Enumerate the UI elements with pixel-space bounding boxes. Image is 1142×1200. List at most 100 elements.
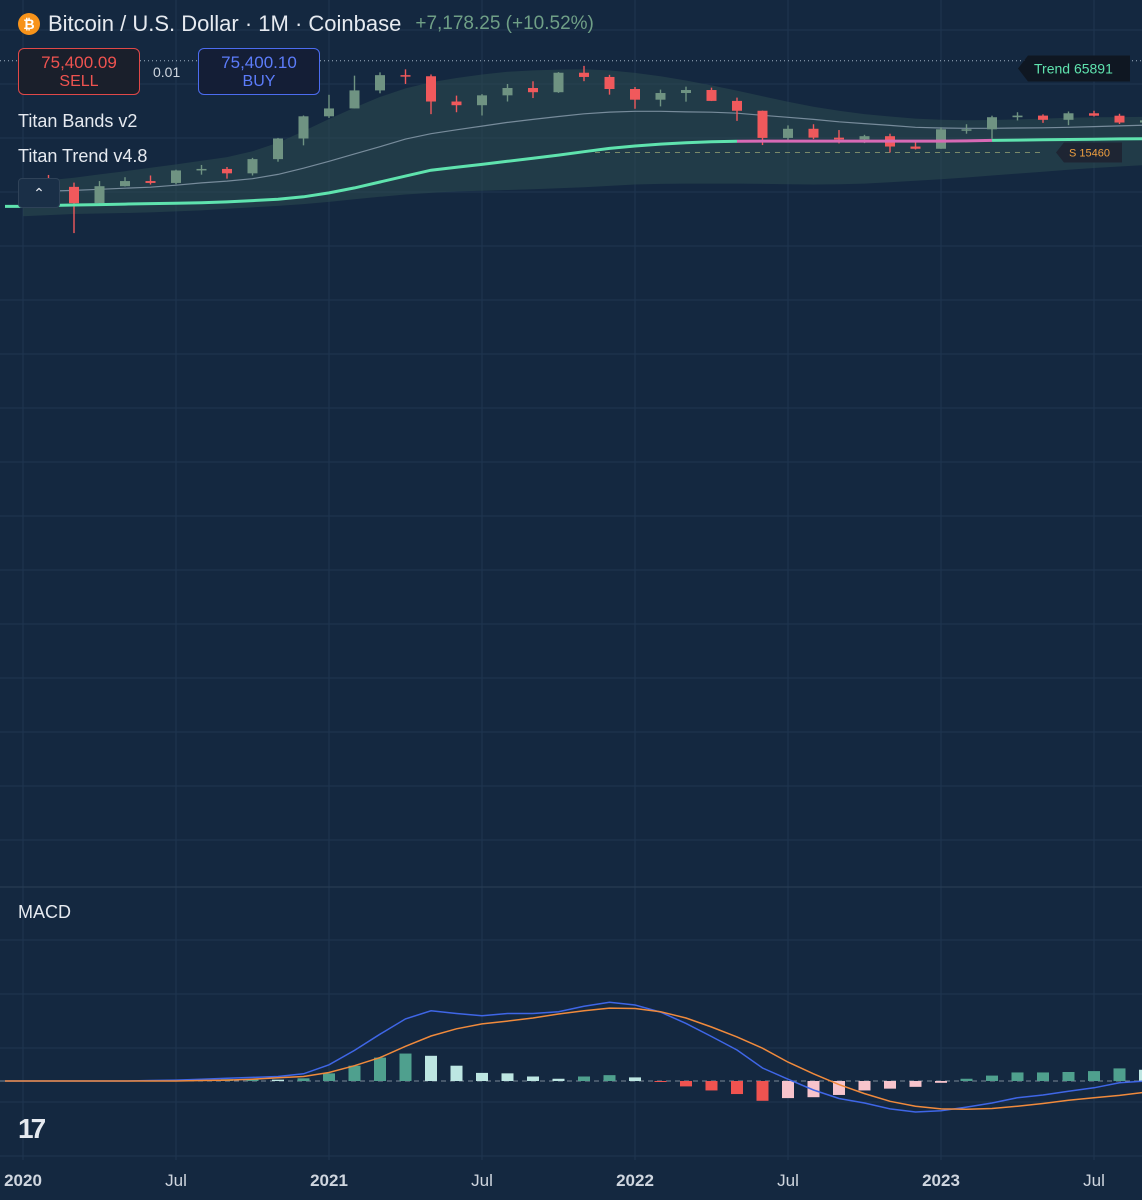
candle-body xyxy=(477,95,487,106)
candle xyxy=(732,97,742,121)
macd-histogram-bar xyxy=(578,1076,590,1081)
macd-histogram-bar xyxy=(272,1079,284,1081)
candle xyxy=(171,169,181,185)
titan-bands-area xyxy=(23,69,1142,217)
macd-histogram-bar xyxy=(1113,1068,1126,1081)
candle xyxy=(222,166,232,179)
macd-histogram-bar xyxy=(833,1081,845,1095)
candle xyxy=(655,89,666,107)
tradingview-logo[interactable]: 17 xyxy=(18,1113,46,1144)
candle xyxy=(69,182,79,234)
candle xyxy=(426,74,436,115)
candle-body xyxy=(604,76,615,89)
candle-body xyxy=(120,181,130,187)
price-change: +7,178.25 (+10.52%) xyxy=(415,13,594,34)
macd-histogram-bar xyxy=(705,1081,718,1091)
macd-histogram-bar xyxy=(909,1081,922,1087)
sell-button[interactable]: 75,400.09 SELL xyxy=(18,48,140,95)
macd-line xyxy=(5,1001,1142,1113)
macd-histogram-bar xyxy=(425,1055,437,1081)
candle xyxy=(502,83,513,102)
candle xyxy=(451,95,462,113)
candle xyxy=(528,81,538,99)
macd-histogram-bar xyxy=(1011,1072,1024,1081)
macd-histogram-bar xyxy=(858,1081,871,1091)
trend-tag-bg xyxy=(1018,55,1130,82)
candle xyxy=(120,177,130,187)
candle-body xyxy=(706,90,717,101)
candle xyxy=(1114,113,1125,125)
macd-histogram-bar xyxy=(450,1065,463,1081)
candle-body xyxy=(273,138,283,160)
candle-body xyxy=(936,129,946,149)
support-tag: S 15460 xyxy=(1069,148,1110,160)
candle-body xyxy=(1012,115,1023,118)
x-axis-label: Jul xyxy=(777,1171,799,1190)
candle-body xyxy=(1089,113,1099,116)
candle-body xyxy=(502,88,513,96)
candle xyxy=(247,157,258,176)
candle-body xyxy=(834,137,844,140)
macd-histogram-bar xyxy=(935,1081,947,1083)
x-axis-label: 2021 xyxy=(310,1171,348,1190)
candle xyxy=(375,72,385,94)
candle-body xyxy=(910,146,921,149)
candle-body xyxy=(1140,120,1142,123)
macd-histogram-bar xyxy=(960,1078,973,1081)
macd-histogram-bar xyxy=(986,1075,998,1081)
candle-body xyxy=(171,170,181,183)
candle xyxy=(987,115,997,139)
macd-histogram-bar xyxy=(297,1078,310,1081)
macd-histogram-bar xyxy=(731,1081,743,1095)
macd-histogram-bar xyxy=(246,1079,259,1081)
macd-histogram-bar xyxy=(756,1081,769,1101)
candle xyxy=(324,94,334,118)
candle-body xyxy=(1038,115,1048,120)
macd-histogram-bar xyxy=(476,1072,488,1081)
candle-body xyxy=(349,90,360,109)
buy-price: 75,400.10 xyxy=(221,53,297,72)
candle xyxy=(298,115,309,146)
collapse-indicators-button[interactable]: ⌃ xyxy=(18,178,60,208)
indicator-titan-bands[interactable]: Titan Bands v2 xyxy=(18,111,138,131)
candle-body xyxy=(324,108,334,117)
trend-line-segment xyxy=(5,139,738,208)
buy-button[interactable]: 75,400.10 BUY xyxy=(198,48,320,95)
candle xyxy=(783,125,793,141)
candle-body xyxy=(400,75,411,77)
candle-body xyxy=(987,117,997,130)
candle-body xyxy=(375,75,385,91)
candle xyxy=(936,127,946,149)
macd-histogram-bar xyxy=(501,1073,514,1081)
candle xyxy=(757,110,768,146)
candle-body xyxy=(222,168,232,174)
candle-body xyxy=(247,159,258,174)
macd-histogram-bar xyxy=(323,1073,335,1081)
candle xyxy=(553,72,564,93)
candle xyxy=(196,164,207,175)
candle xyxy=(477,94,487,116)
macd-histogram-bar xyxy=(1139,1069,1142,1081)
indicator-titan-trend[interactable]: Titan Trend v4.8 xyxy=(18,146,148,166)
macd-signal-line xyxy=(5,1007,1142,1111)
macd-histogram-bar xyxy=(374,1057,386,1081)
candle xyxy=(1038,114,1048,123)
macd-histogram-bar xyxy=(680,1081,692,1087)
candle-body xyxy=(757,110,768,138)
x-axis: 2020Jul2021Jul2022Jul2023Jul2024Jul2025J… xyxy=(4,1171,1105,1190)
candle-body xyxy=(451,101,462,106)
candle xyxy=(961,124,972,134)
candle xyxy=(273,137,283,162)
x-axis-label: Jul xyxy=(471,1171,493,1190)
macd-histogram-bar xyxy=(1088,1071,1100,1081)
symbol-header[interactable]: ₿ Bitcoin / U.S. Dollar · 1M · Coinbase … xyxy=(18,11,594,37)
candle xyxy=(145,175,156,185)
candle xyxy=(910,142,921,150)
candle-body xyxy=(426,76,436,102)
macd-histogram-bar xyxy=(399,1053,412,1081)
candle-body xyxy=(196,168,207,171)
macd-histogram-bar xyxy=(552,1078,565,1081)
symbol-title: Bitcoin / U.S. Dollar · 1M · Coinbase xyxy=(48,11,402,36)
candle-body xyxy=(783,128,793,138)
